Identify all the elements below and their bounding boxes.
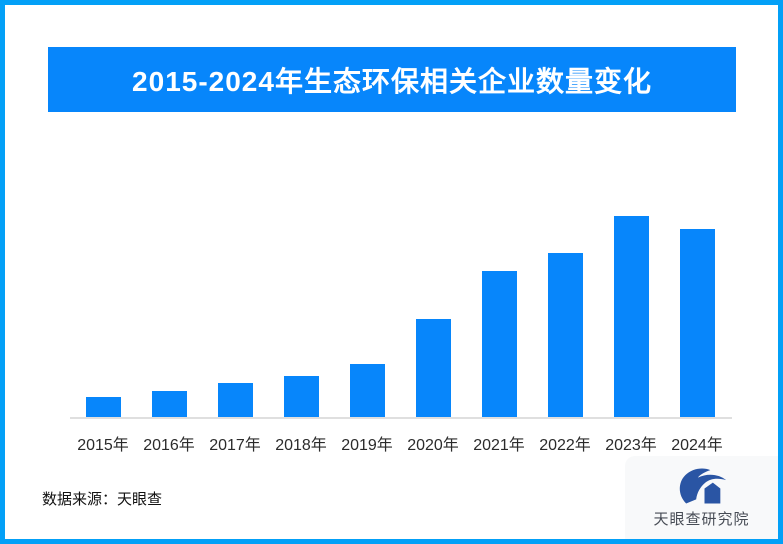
tianyancha-logo-icon [670, 466, 734, 506]
bar-column-2015年 [70, 167, 136, 417]
x-tick-label-2022年: 2022年 [539, 437, 591, 454]
x-tick-label-2019年: 2019年 [341, 437, 393, 454]
bar-column-2022年 [532, 167, 598, 417]
bar-2023年 [613, 216, 649, 417]
data-source-label: 数据来源：天眼查 [42, 491, 163, 508]
bar-column-2018年 [268, 167, 334, 417]
bar-2021年 [481, 271, 517, 417]
x-tick-label-2017年: 2017年 [209, 437, 261, 454]
x-tick-label-2021年: 2021年 [473, 437, 525, 454]
bar-column-2019年 [334, 167, 400, 417]
title-banner: 2015-2024年生态环保相关企业数量变化 [48, 47, 736, 112]
x-axis-labels: 2015年 2016年 2017年 2018年 2019年 2020年 2021年 2022年… [70, 431, 732, 455]
x-tick-label-2018年: 2018年 [275, 437, 327, 454]
bar-column-2021年 [466, 167, 532, 417]
bar-column-2020年 [400, 167, 466, 417]
bar-column-2016年 [136, 167, 202, 417]
x-tick-label-2016年: 2016年 [143, 437, 195, 454]
publisher-name: 天眼查研究院 [653, 511, 750, 528]
publisher-logo-card: 天眼查研究院 [625, 456, 778, 539]
bar-column-2023年 [598, 167, 664, 417]
bar-2015年 [85, 397, 121, 417]
x-tick-label-2015年: 2015年 [77, 437, 129, 454]
bar-2020年 [415, 319, 451, 417]
bar-series [70, 167, 732, 419]
chart-title: 2015-2024年生态环保相关企业数量变化 [132, 65, 652, 97]
bar-2016年 [151, 391, 187, 417]
x-tick-label-2024年: 2024年 [671, 437, 723, 454]
bar-column-2017年 [202, 167, 268, 417]
bar-2022年 [547, 253, 583, 417]
bar-column-2024年 [664, 167, 730, 417]
bar-2017年 [217, 383, 253, 417]
bar-2019年 [349, 364, 385, 417]
x-tick-label-2020年: 2020年 [407, 437, 459, 454]
bar-2024年 [679, 229, 715, 417]
x-tick-label-2023年: 2023年 [605, 437, 657, 454]
bar-2018年 [283, 376, 319, 417]
